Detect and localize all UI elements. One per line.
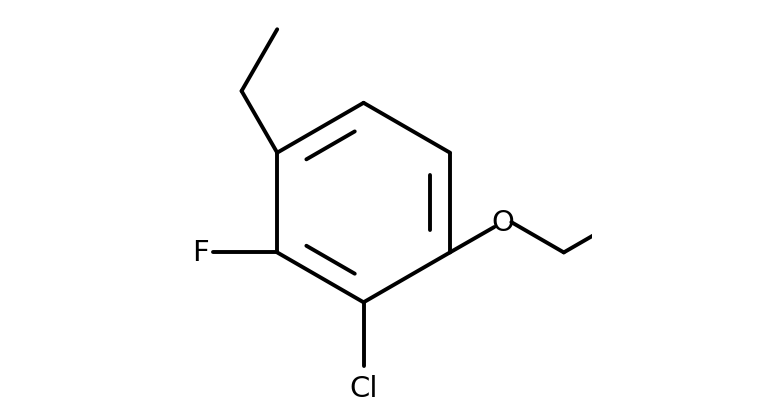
Text: F: F: [192, 239, 209, 267]
Text: O: O: [491, 209, 514, 236]
Text: Cl: Cl: [349, 374, 378, 402]
